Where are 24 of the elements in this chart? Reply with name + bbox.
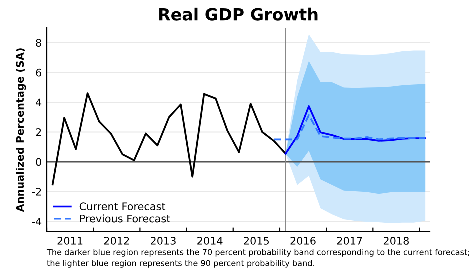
x-tick-label: 2014 <box>198 237 223 245</box>
line-series <box>284 106 426 155</box>
text: the lighter blue region represents the 90 percent probability band. <box>47 260 314 268</box>
y-axis-title: Annualized Percentage (SA) <box>16 48 26 212</box>
x-tick-label: 2015 <box>244 237 270 245</box>
line-series <box>52 92 287 186</box>
text: The darker blue region represents the 70 percent probability band corresponding to the current forecast; <box>46 249 470 257</box>
x-tick-label: 2013 <box>150 237 176 245</box>
y-tick-label: -2 <box>32 188 42 196</box>
y-tick-label: 8 <box>36 39 42 47</box>
legend-label: Previous Forecast <box>80 214 170 223</box>
x-tick-label: 2017 <box>337 237 362 245</box>
y-tick-label: 6 <box>36 68 42 77</box>
line-series <box>273 114 426 141</box>
x-tick-label: 2011 <box>58 237 83 245</box>
legend-label: Current Forecast <box>80 202 166 211</box>
chart-title: Real GDP Growth <box>160 8 318 21</box>
x-tick-label: 2018 <box>384 237 409 245</box>
y-tick-label: 4 <box>36 98 42 106</box>
x-tick-label: 2016 <box>290 237 316 245</box>
y-tick-label: 0 <box>36 158 42 166</box>
x-tick-label: 2012 <box>104 237 130 245</box>
y-tick-label: 2 <box>36 128 42 136</box>
y-tick-label: -4 <box>32 218 42 226</box>
